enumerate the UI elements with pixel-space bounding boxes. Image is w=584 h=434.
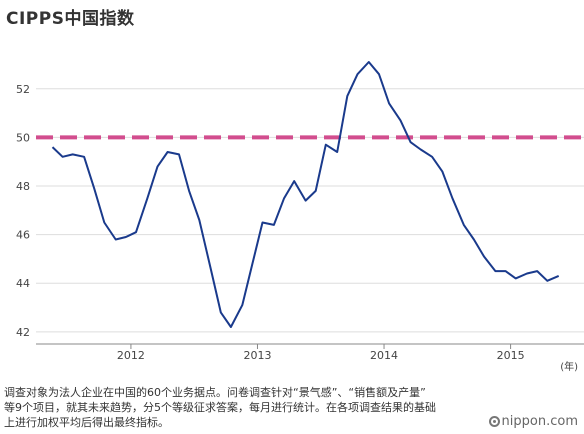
chart-title: CIPPS中国指数 <box>6 9 135 29</box>
nippon-logo-icon <box>488 416 500 427</box>
footnote: 调查对象为法人企业在中国的60个业务据点。问卷调查针对“景气感”、“销售额及产量… <box>4 385 494 430</box>
footnote-line: 上进行加权平均后得出最终指标。 <box>4 416 169 429</box>
series-line <box>51 61 560 328</box>
brand-text: nippon.com <box>501 414 578 429</box>
y-axis-ticks: 42 44 46 48 50 52 <box>16 83 30 339</box>
x-tick-label: 2012 <box>117 349 145 362</box>
y-tick-label: 50 <box>16 131 30 144</box>
y-tick-label: 42 <box>16 326 30 339</box>
x-tick-label: 2013 <box>243 349 271 362</box>
x-axis-ticks: 2012 2013 2014 2015 <box>117 344 525 362</box>
footnote-line: 等9个项目，就其未来趋势，分5个等级征求答案，每月进行统计。在各项调查结果的基础 <box>4 401 436 414</box>
brand-logo: nippon.com <box>488 414 578 429</box>
y-tick-label: 46 <box>16 229 30 242</box>
x-tick-label: 2014 <box>370 349 398 362</box>
x-tick-label: 2015 <box>497 349 525 362</box>
footnote-line: 调查对象为法人企业在中国的60个业务据点。问卷调查针对“景气感”、“销售额及产量… <box>4 386 426 399</box>
x-axis-unit-label: (年) <box>560 360 578 373</box>
y-tick-label: 44 <box>16 277 30 290</box>
y-tick-label: 48 <box>16 180 30 193</box>
gridlines <box>36 88 584 333</box>
y-tick-label: 52 <box>16 83 30 96</box>
